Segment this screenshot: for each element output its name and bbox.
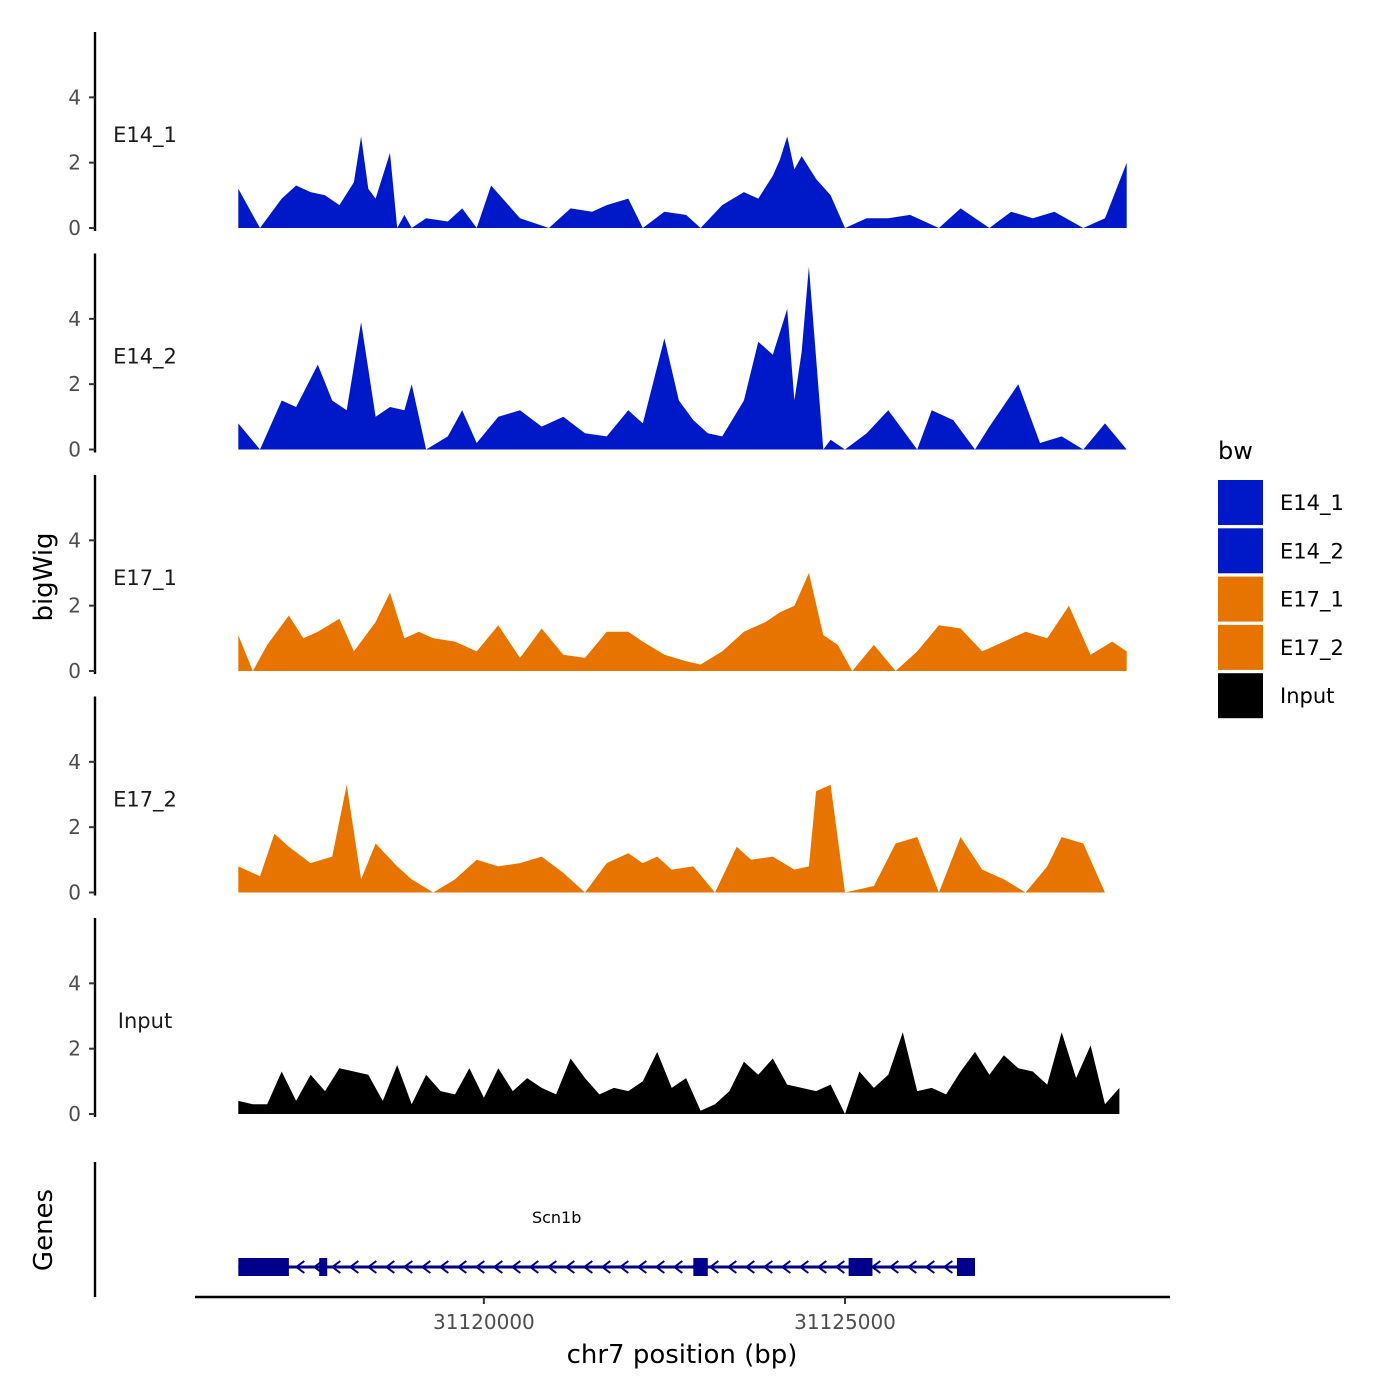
area-input [238, 1032, 1120, 1114]
strand-arrow [474, 1260, 485, 1274]
track-e14-1: 0 2 4 E14_1 [68, 32, 1127, 240]
x-tick-label: 31120000 [433, 1310, 535, 1334]
gene-exon [238, 1258, 289, 1276]
gene-track: Scn1b [93, 1162, 975, 1297]
legend: bw E14_1 E14_2 E17_1 E17_2 Input [1218, 437, 1344, 719]
strand-arrow [726, 1260, 737, 1274]
strand-arrow [888, 1260, 899, 1274]
legend-title: bw [1218, 437, 1253, 465]
legend-label-e17-1: E17_1 [1280, 588, 1344, 613]
strand-arrow [636, 1260, 647, 1274]
strand-arrow [456, 1260, 467, 1274]
strand-arrow [708, 1260, 719, 1274]
strand-arrow [582, 1260, 593, 1274]
legend-label-e14-1: E14_1 [1280, 491, 1344, 516]
strand-arrow [834, 1260, 845, 1274]
area-e14-1 [238, 136, 1127, 228]
area-e17-2 [238, 784, 1106, 893]
strand-arrow [438, 1260, 449, 1274]
y-tick-label: 0 [68, 881, 81, 905]
y-tick-label: 4 [68, 750, 81, 774]
legend-swatch-e17-2 [1218, 624, 1263, 670]
legend-swatch-e14-1 [1218, 480, 1263, 525]
strand-arrow [600, 1260, 611, 1274]
strand-arrow [816, 1260, 827, 1274]
gene-label: Scn1b [532, 1208, 581, 1227]
track-label-e17-1: E17_1 [113, 566, 177, 591]
legend-label-input: Input [1280, 684, 1334, 708]
strand-arrow [798, 1260, 809, 1274]
gene-exon [956, 1258, 975, 1276]
strand-arrow [366, 1260, 377, 1274]
track-e17-1: 0 2 4 E17_1 [68, 475, 1127, 683]
y-tick-label: 4 [68, 307, 81, 331]
strand-arrow [618, 1260, 629, 1274]
gene-exon [848, 1258, 873, 1276]
strand-arrow [492, 1260, 503, 1274]
track-label-e14-2: E14_2 [113, 345, 177, 370]
gene-scn1b: Scn1b [238, 1208, 975, 1276]
y-tick-label: 4 [68, 85, 81, 109]
x-axis: 31120000 31125000 [195, 1295, 1170, 1334]
track-e14-2: 0 2 4 E14_2 [68, 253, 1127, 462]
area-e17-1 [238, 573, 1127, 671]
strand-arrow [528, 1260, 539, 1274]
legend-swatch-input [1218, 673, 1263, 719]
strand-arrow [762, 1260, 773, 1274]
strand-arrow [906, 1260, 917, 1274]
strand-arrow [942, 1260, 953, 1274]
gene-exon [319, 1258, 328, 1276]
gene-exon [693, 1258, 708, 1276]
y-tick-label: 2 [68, 594, 81, 618]
strand-arrow [654, 1260, 665, 1274]
tracks-group: 0 2 4 E14_1 0 2 4 E14_2 0 2 4 E17_1 0 2 4 E17_2 0 2 4 Input [68, 32, 1127, 1126]
y-tick-label: 2 [68, 815, 81, 839]
track-label-e14-1: E14_1 [113, 123, 177, 148]
y-tick-label: 0 [68, 438, 81, 462]
legend-label-e14-2: E14_2 [1280, 539, 1344, 564]
strand-arrow [348, 1260, 359, 1274]
y-tick-label: 0 [68, 1102, 81, 1126]
legend-swatch-e14-2 [1218, 528, 1263, 574]
legend-label-e17-2: E17_2 [1280, 636, 1344, 661]
track-label-e17-2: E17_2 [113, 788, 177, 813]
track-input: 0 2 4 Input [68, 918, 1120, 1126]
strand-arrow [294, 1260, 305, 1274]
y-tick-label: 2 [68, 1037, 81, 1061]
strand-arrow [564, 1260, 575, 1274]
y-tick-label: 0 [68, 659, 81, 683]
strand-arrow [546, 1260, 557, 1274]
strand-arrow [744, 1260, 755, 1274]
y-axis-title: bigWig [29, 532, 59, 621]
y-tick-label: 4 [68, 528, 81, 552]
strand-arrow [510, 1260, 521, 1274]
y-tick-label: 2 [68, 372, 81, 396]
y-tick-label: 2 [68, 151, 81, 175]
x-axis-title: chr7 position (bp) [567, 1340, 798, 1370]
strand-arrow [780, 1260, 791, 1274]
y-tick-label: 4 [68, 971, 81, 995]
legend-swatch-e17-1 [1218, 576, 1263, 622]
genes-axis-title: Genes [29, 1189, 59, 1271]
track-label-input: Input [118, 1009, 172, 1033]
x-tick-label: 31125000 [794, 1310, 896, 1334]
strand-arrow [672, 1260, 683, 1274]
strand-arrow [384, 1260, 395, 1274]
strand-arrow [402, 1260, 413, 1274]
track-e17-2: 0 2 4 E17_2 [68, 696, 1106, 905]
strand-arrow [924, 1260, 935, 1274]
area-e14-2 [238, 266, 1127, 450]
y-tick-label: 0 [68, 216, 81, 240]
strand-arrow [330, 1260, 341, 1274]
strand-arrow [420, 1260, 431, 1274]
